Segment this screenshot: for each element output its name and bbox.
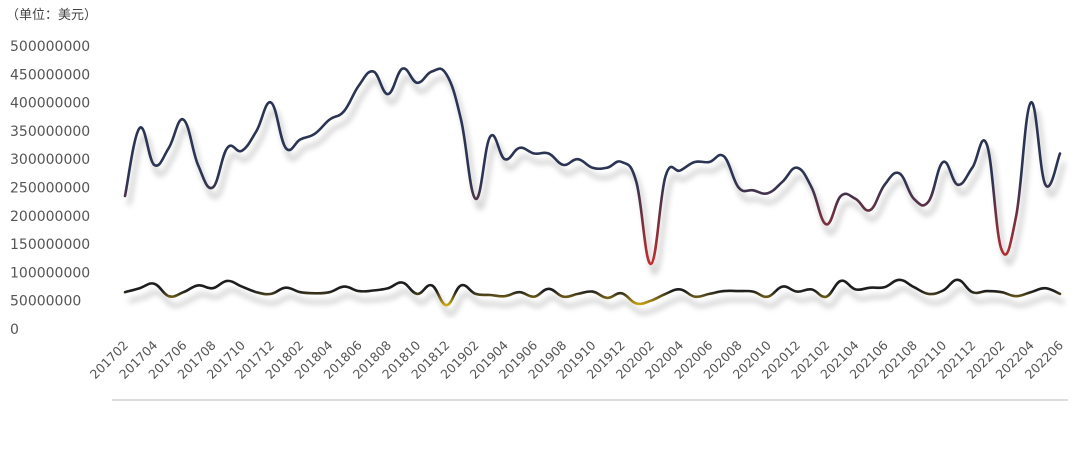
y-tick-label: 50000000 — [10, 294, 81, 310]
series-2-shadow — [128, 287, 1065, 316]
y-tick-label: 150000000 — [10, 237, 90, 253]
y-tick-label: 200000000 — [10, 209, 90, 225]
y-tick-label: 300000000 — [10, 152, 90, 168]
y-axis: 5000000004500000004000000003500000003000… — [10, 39, 90, 338]
series-2-line — [123, 278, 1062, 307]
y-tick-label: 400000000 — [10, 96, 90, 112]
series-1-shadow — [127, 75, 1066, 275]
y-tick-label: 500000000 — [10, 39, 90, 55]
series-group — [123, 67, 1066, 316]
series-1-line — [123, 67, 1062, 266]
y-tick-label: 350000000 — [10, 124, 90, 140]
y-tick-label: 0 — [10, 322, 19, 338]
y-tick-label: 450000000 — [10, 67, 90, 83]
y-tick-label: 100000000 — [10, 265, 90, 281]
y-tick-label: 250000000 — [10, 181, 90, 197]
x-axis: 2017022017042017062017082017102017122018… — [87, 337, 1066, 381]
unit-label: （单位：美元） — [6, 8, 98, 23]
